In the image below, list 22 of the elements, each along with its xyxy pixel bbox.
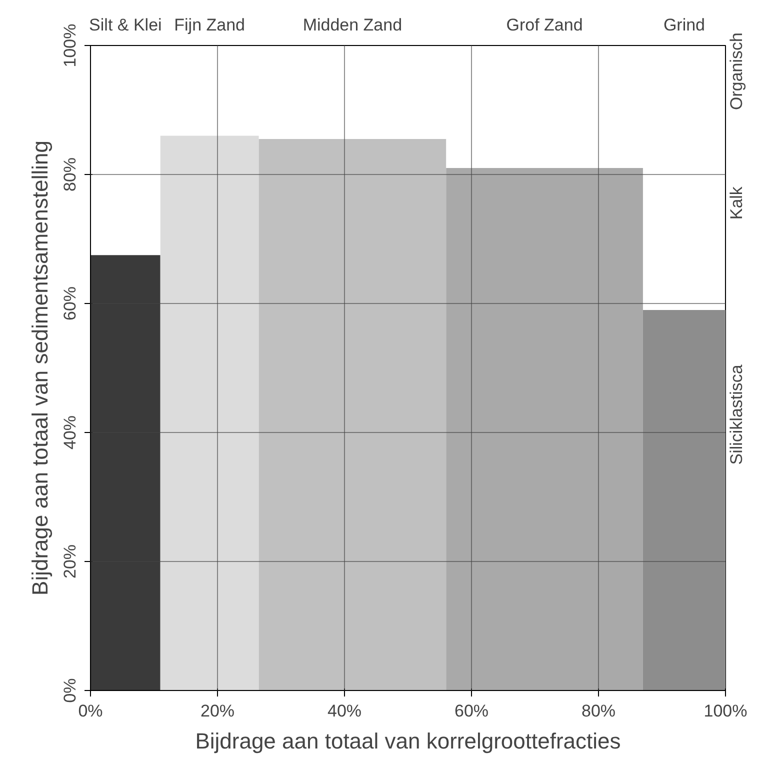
y-tick-label: 40% — [60, 415, 80, 450]
text: Organisch — [727, 32, 746, 110]
text: Grof Zand — [506, 16, 583, 34]
text: Grind — [663, 16, 706, 34]
x-tick-label: 80% — [581, 702, 616, 720]
y-tick-label: 20% — [60, 544, 80, 579]
x-tick-label: 100% — [704, 702, 748, 720]
y-tick-label: 60% — [60, 286, 80, 321]
text: Kalk — [727, 186, 746, 220]
text: Silt & Klei — [89, 16, 162, 34]
x-tick-label: 40% — [327, 702, 362, 720]
y-tick-label: 100% — [60, 24, 80, 68]
y-axis-title: Bijdrage aan totaal van sedimentsamenstelling — [28, 140, 52, 596]
y-tick-label: 80% — [60, 157, 80, 192]
text: Siliciklastisca — [727, 364, 746, 465]
text: Midden Zand — [302, 16, 402, 34]
x-tick-label: 60% — [454, 702, 489, 720]
y-tick-label: 0% — [60, 678, 80, 703]
x-tick-label: 0% — [78, 702, 103, 720]
x-axis-title: Bijdrage aan totaal van korrelgroottefracties — [195, 728, 621, 754]
text: Fijn Zand — [174, 16, 246, 34]
x-tick-label: 20% — [200, 702, 235, 720]
